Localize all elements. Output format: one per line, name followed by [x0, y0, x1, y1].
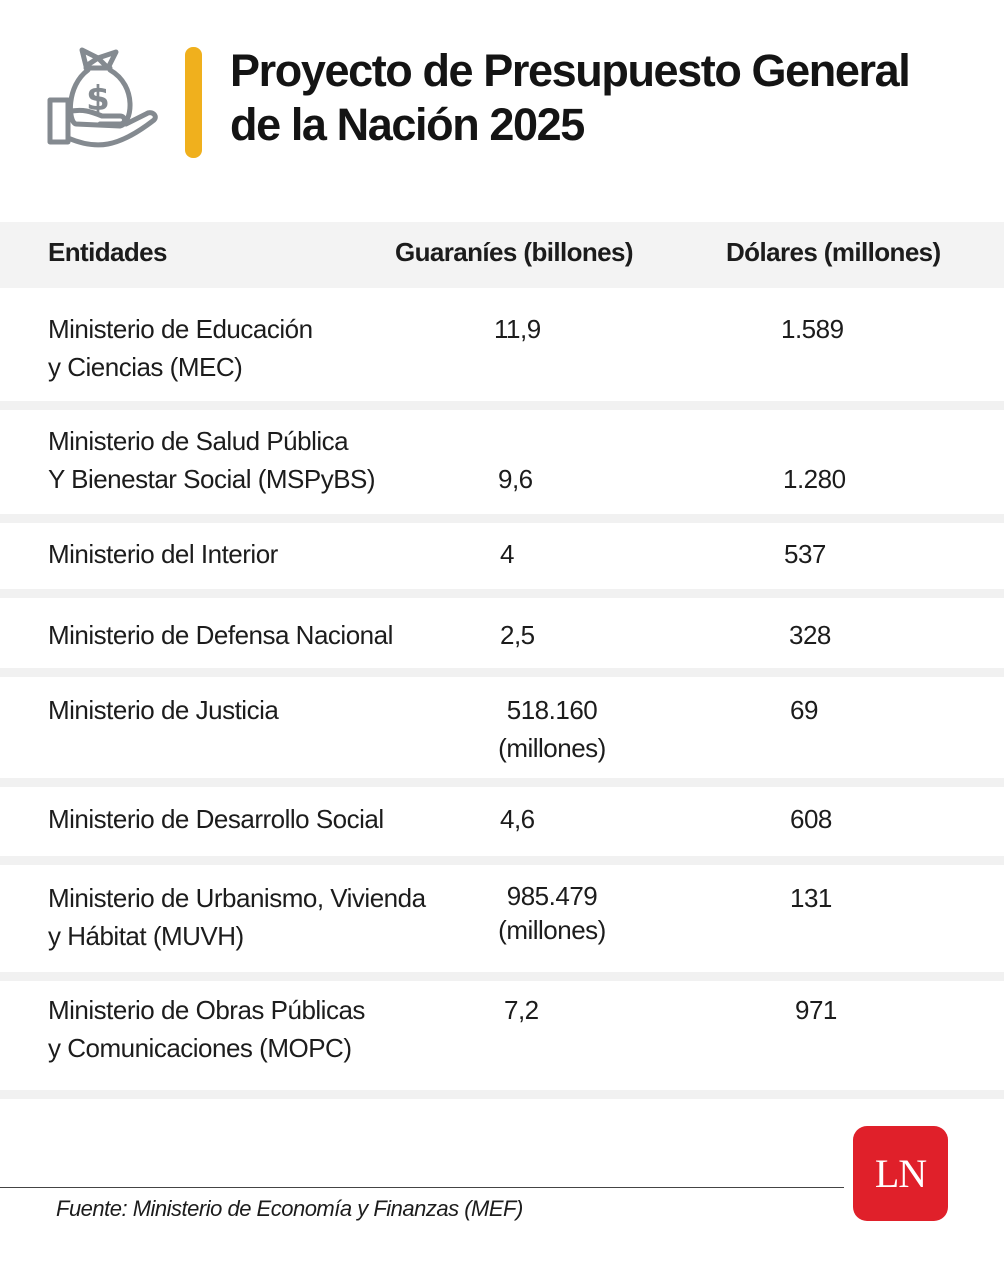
guaranies-cell: 11,9 [494, 314, 541, 344]
guaranies-cell: 985.479 (millones) [498, 881, 606, 945]
dolares-cell: 608 [790, 804, 832, 834]
table-row: Ministerio de Salud Pública Y Bienestar … [0, 410, 1004, 523]
guaranies-cell: 2,5 [500, 620, 535, 650]
column-header-guaranies: Guaraníes (billones) [395, 237, 634, 267]
entity-cell: Ministerio de Justicia [48, 695, 279, 725]
entity-cell: Ministerio de Educación y Ciencias (MEC) [48, 314, 313, 382]
table-row: Ministerio de Justicia 518.160 (millones… [0, 677, 1004, 787]
footer-divider [0, 1187, 844, 1188]
table-row: Ministerio de Urbanismo, Vivienda y Hábi… [0, 865, 1004, 981]
table-row: Ministerio de Defensa Nacional 2,5 328 [0, 598, 1004, 677]
entity-cell: Ministerio de Obras Públicas y Comunicac… [48, 995, 365, 1063]
budget-table: Entidades Guaraníes (billones) Dólares (… [0, 222, 1004, 1099]
guaranies-cell: 4 [500, 539, 514, 569]
dolares-cell: 69 [790, 695, 818, 725]
dolares-cell: 1.589 [781, 314, 844, 344]
entity-cell: Ministerio de Desarrollo Social [48, 804, 384, 834]
guaranies-cell: 4,6 [500, 804, 535, 834]
dolares-cell: 537 [784, 539, 826, 569]
entity-cell: Ministerio de Salud Pública Y Bienestar … [48, 426, 376, 494]
dolares-cell: 1.280 [783, 464, 846, 494]
entity-cell: Ministerio de Urbanismo, Vivienda y Hábi… [48, 883, 426, 951]
table-header: Entidades Guaraníes (billones) Dólares (… [0, 222, 1004, 288]
entity-cell: Ministerio de Defensa Nacional [48, 620, 393, 650]
dolares-cell: 131 [790, 883, 832, 913]
svg-text:$: $ [86, 79, 110, 119]
table-row: Ministerio de Educación y Ciencias (MEC)… [0, 288, 1004, 410]
table-row: Ministerio de Obras Públicas y Comunicac… [0, 981, 1004, 1099]
guaranies-cell: 7,2 [504, 995, 539, 1025]
guaranies-cell: 9,6 [498, 464, 533, 494]
money-bag-hand-icon: $ [47, 47, 158, 148]
page-title: Proyecto de Presupuesto General de la Na… [230, 45, 911, 150]
ln-logo: LN [853, 1126, 948, 1221]
dolares-cell: 971 [795, 995, 837, 1025]
header: $ Proyecto de Presupuesto General de la … [0, 0, 1004, 200]
column-header-entidades: Entidades [48, 237, 167, 267]
column-header-dolares: Dólares (millones) [726, 237, 941, 267]
source-note: Fuente: Ministerio de Economía y Finanza… [56, 1196, 523, 1221]
entity-cell: Ministerio del Interior [48, 539, 278, 569]
table-row: Ministerio del Interior 4 537 [0, 523, 1004, 598]
table-row: Ministerio de Desarrollo Social 4,6 608 [0, 787, 1004, 865]
accent-bar [185, 47, 202, 158]
dolares-cell: 328 [789, 620, 831, 650]
guaranies-cell: 518.160 (millones) [498, 695, 606, 763]
